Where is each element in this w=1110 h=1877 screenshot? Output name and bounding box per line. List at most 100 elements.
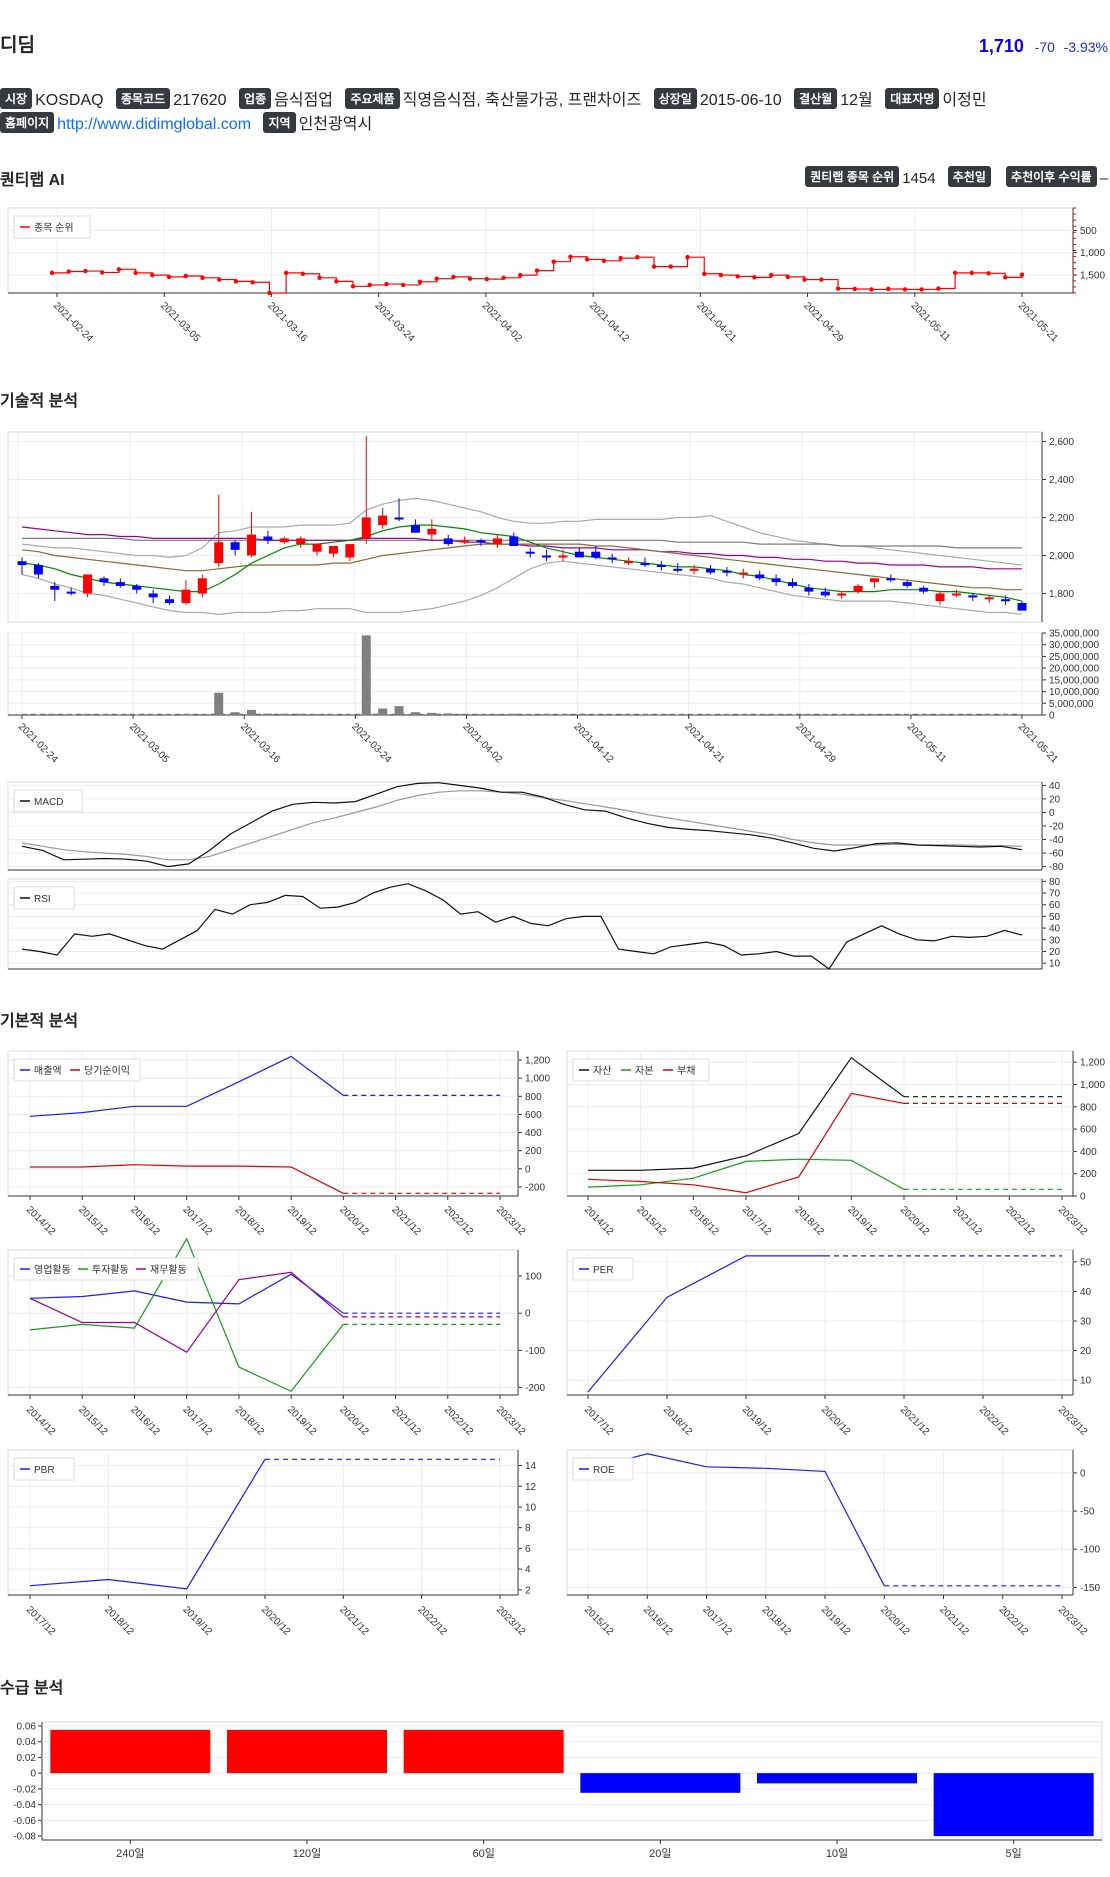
balance-series-line [587,1092,905,1194]
volume-bar [148,714,158,715]
candle-body [33,565,43,575]
volume-bar [460,713,470,715]
cashflow-legend: 영업활동 투자활동 재무활동 [13,1257,199,1281]
per-y-tick-label: 40 [1080,1287,1092,1298]
product-badge: 주요제품 [345,88,400,109]
pbr-x-tick-label: 2018/12 [102,1604,136,1638]
rank-point [986,271,991,276]
roe-legend-box [572,1457,634,1481]
roe-x-tick-label: 2018/12 [760,1604,794,1638]
section-fundamental-title: 기본적 분석 [0,1013,79,1030]
ma-brown-line [21,543,1022,591]
volume-bar [378,708,388,715]
balance-x-tick-label: 2023/12 [1056,1204,1090,1238]
balance-legend: 자산 자본 부채 [572,1058,710,1082]
section-supply-title: 수급 분석 [0,1680,64,1697]
balance-chart: 1,200 1,000 800 600 400 200 0 2014/12 2015/12 201… [566,1050,1105,1238]
supply-x-tick-label: 5일 [1006,1846,1022,1860]
rsi-frame [7,878,1043,970]
supply-y-tick-label: 0.02 [17,1753,37,1764]
candle-body [378,515,388,526]
volume-y-tick-label: 0 [1049,711,1055,722]
rank-point [735,274,740,279]
rank-point [651,264,657,269]
candle-body [607,557,617,560]
sales-x-tick-label: 2018/12 [233,1204,267,1238]
rsi-legend-box [13,886,75,910]
macd-legend-box [13,789,83,813]
code-badge: 종목코드 [116,88,171,109]
rec-return-badge: 추천이후 수익률 [1006,166,1097,187]
rank-point [802,277,807,282]
pbr-x-tick-label: 2021/12 [337,1604,371,1638]
rank-x-tick-label: 2021-04-02 [480,300,524,344]
supply-y-tick-label: -0.02 [13,1784,36,1795]
rank-point [718,272,724,278]
candle-body [83,574,93,594]
pbr-y-tick-label: 8 [525,1523,531,1534]
pbr-y-tick-label: 10 [525,1502,537,1513]
candle-body [197,578,207,594]
market-value: KOSDAQ [35,92,104,109]
section-ai-title: 퀀티랩 AI [0,172,65,189]
rank-y-tick-label: 500 [1080,226,1097,237]
volume-x-tick-label: 2021-04-12 [571,721,615,765]
cashflow-x-tick-label: 2017/12 [181,1404,215,1438]
roe-legend: ROE [572,1457,634,1481]
per-legend: PER [572,1257,634,1281]
roe-legend-label: ROE [593,1465,615,1476]
candle-body [689,568,699,571]
macd-signal-line [21,790,1023,861]
rec-return-value: – [1099,170,1108,187]
sales-x-tick-label: 2014/12 [24,1204,58,1238]
rank-point [835,286,841,291]
rsi-legend-label: RSI [34,894,51,905]
pbr-y-tick-label: 2 [525,1585,531,1596]
pbr-y-tick-label: 12 [525,1482,537,1493]
candle-body [17,561,27,565]
rank-badge: 퀀티랩 종목 순위 [805,166,900,187]
candle-body [853,585,863,592]
cashflow-legend-label: 재무활동 [150,1263,187,1276]
volume-bar [476,714,486,715]
candle-body [148,593,158,598]
candle-body [640,563,650,566]
rank-point [902,287,908,292]
rank-point [451,274,456,280]
volume-x-tick-label: 2021-05-11 [905,721,949,765]
rank-point [300,271,306,276]
rank-legend-label: 종목 순위 [34,221,74,234]
rank-point [283,270,289,276]
rank-point [518,272,523,278]
rank-point [618,255,623,261]
candle-body [492,538,502,545]
volume-bar [804,714,814,715]
pbr-chart: 14 12 10 8 6 4 2 2017/12 2018/12 2019/12 2020/12 20… [7,1449,537,1638]
candle-body [361,517,371,539]
supply-y-tick-label: 0.04 [17,1737,37,1748]
candle-body [328,546,338,554]
volume-bar [509,713,519,715]
rank-point [568,254,573,259]
rank-frame [7,207,1074,294]
rank-x-tick-label: 2021-03-16 [265,300,309,344]
rank-point [501,275,506,280]
product-value: 직영음식점, 축산물가공, 프랜차이즈 [402,92,642,109]
balance-x-tick-label: 2019/12 [845,1204,879,1238]
volume-bar [328,714,338,715]
candle-body [624,561,634,564]
homepage-link[interactable]: http://www.didimglobal.com [57,116,252,133]
candle-body [443,538,453,545]
supply-x-tick-label: 10일 [826,1846,848,1860]
volume-bar [361,635,371,715]
volume-bar [542,714,552,715]
balance-x-tick-label: 2015/12 [635,1204,669,1238]
pbr-legend-box [13,1457,75,1481]
balance-y-tick-label: 1,200 [1080,1058,1105,1069]
candle-body [460,540,470,543]
volume-bar [247,709,257,715]
supply-x-tick-label: 60일 [472,1846,494,1860]
fiscal-value: 12월 [840,92,873,109]
